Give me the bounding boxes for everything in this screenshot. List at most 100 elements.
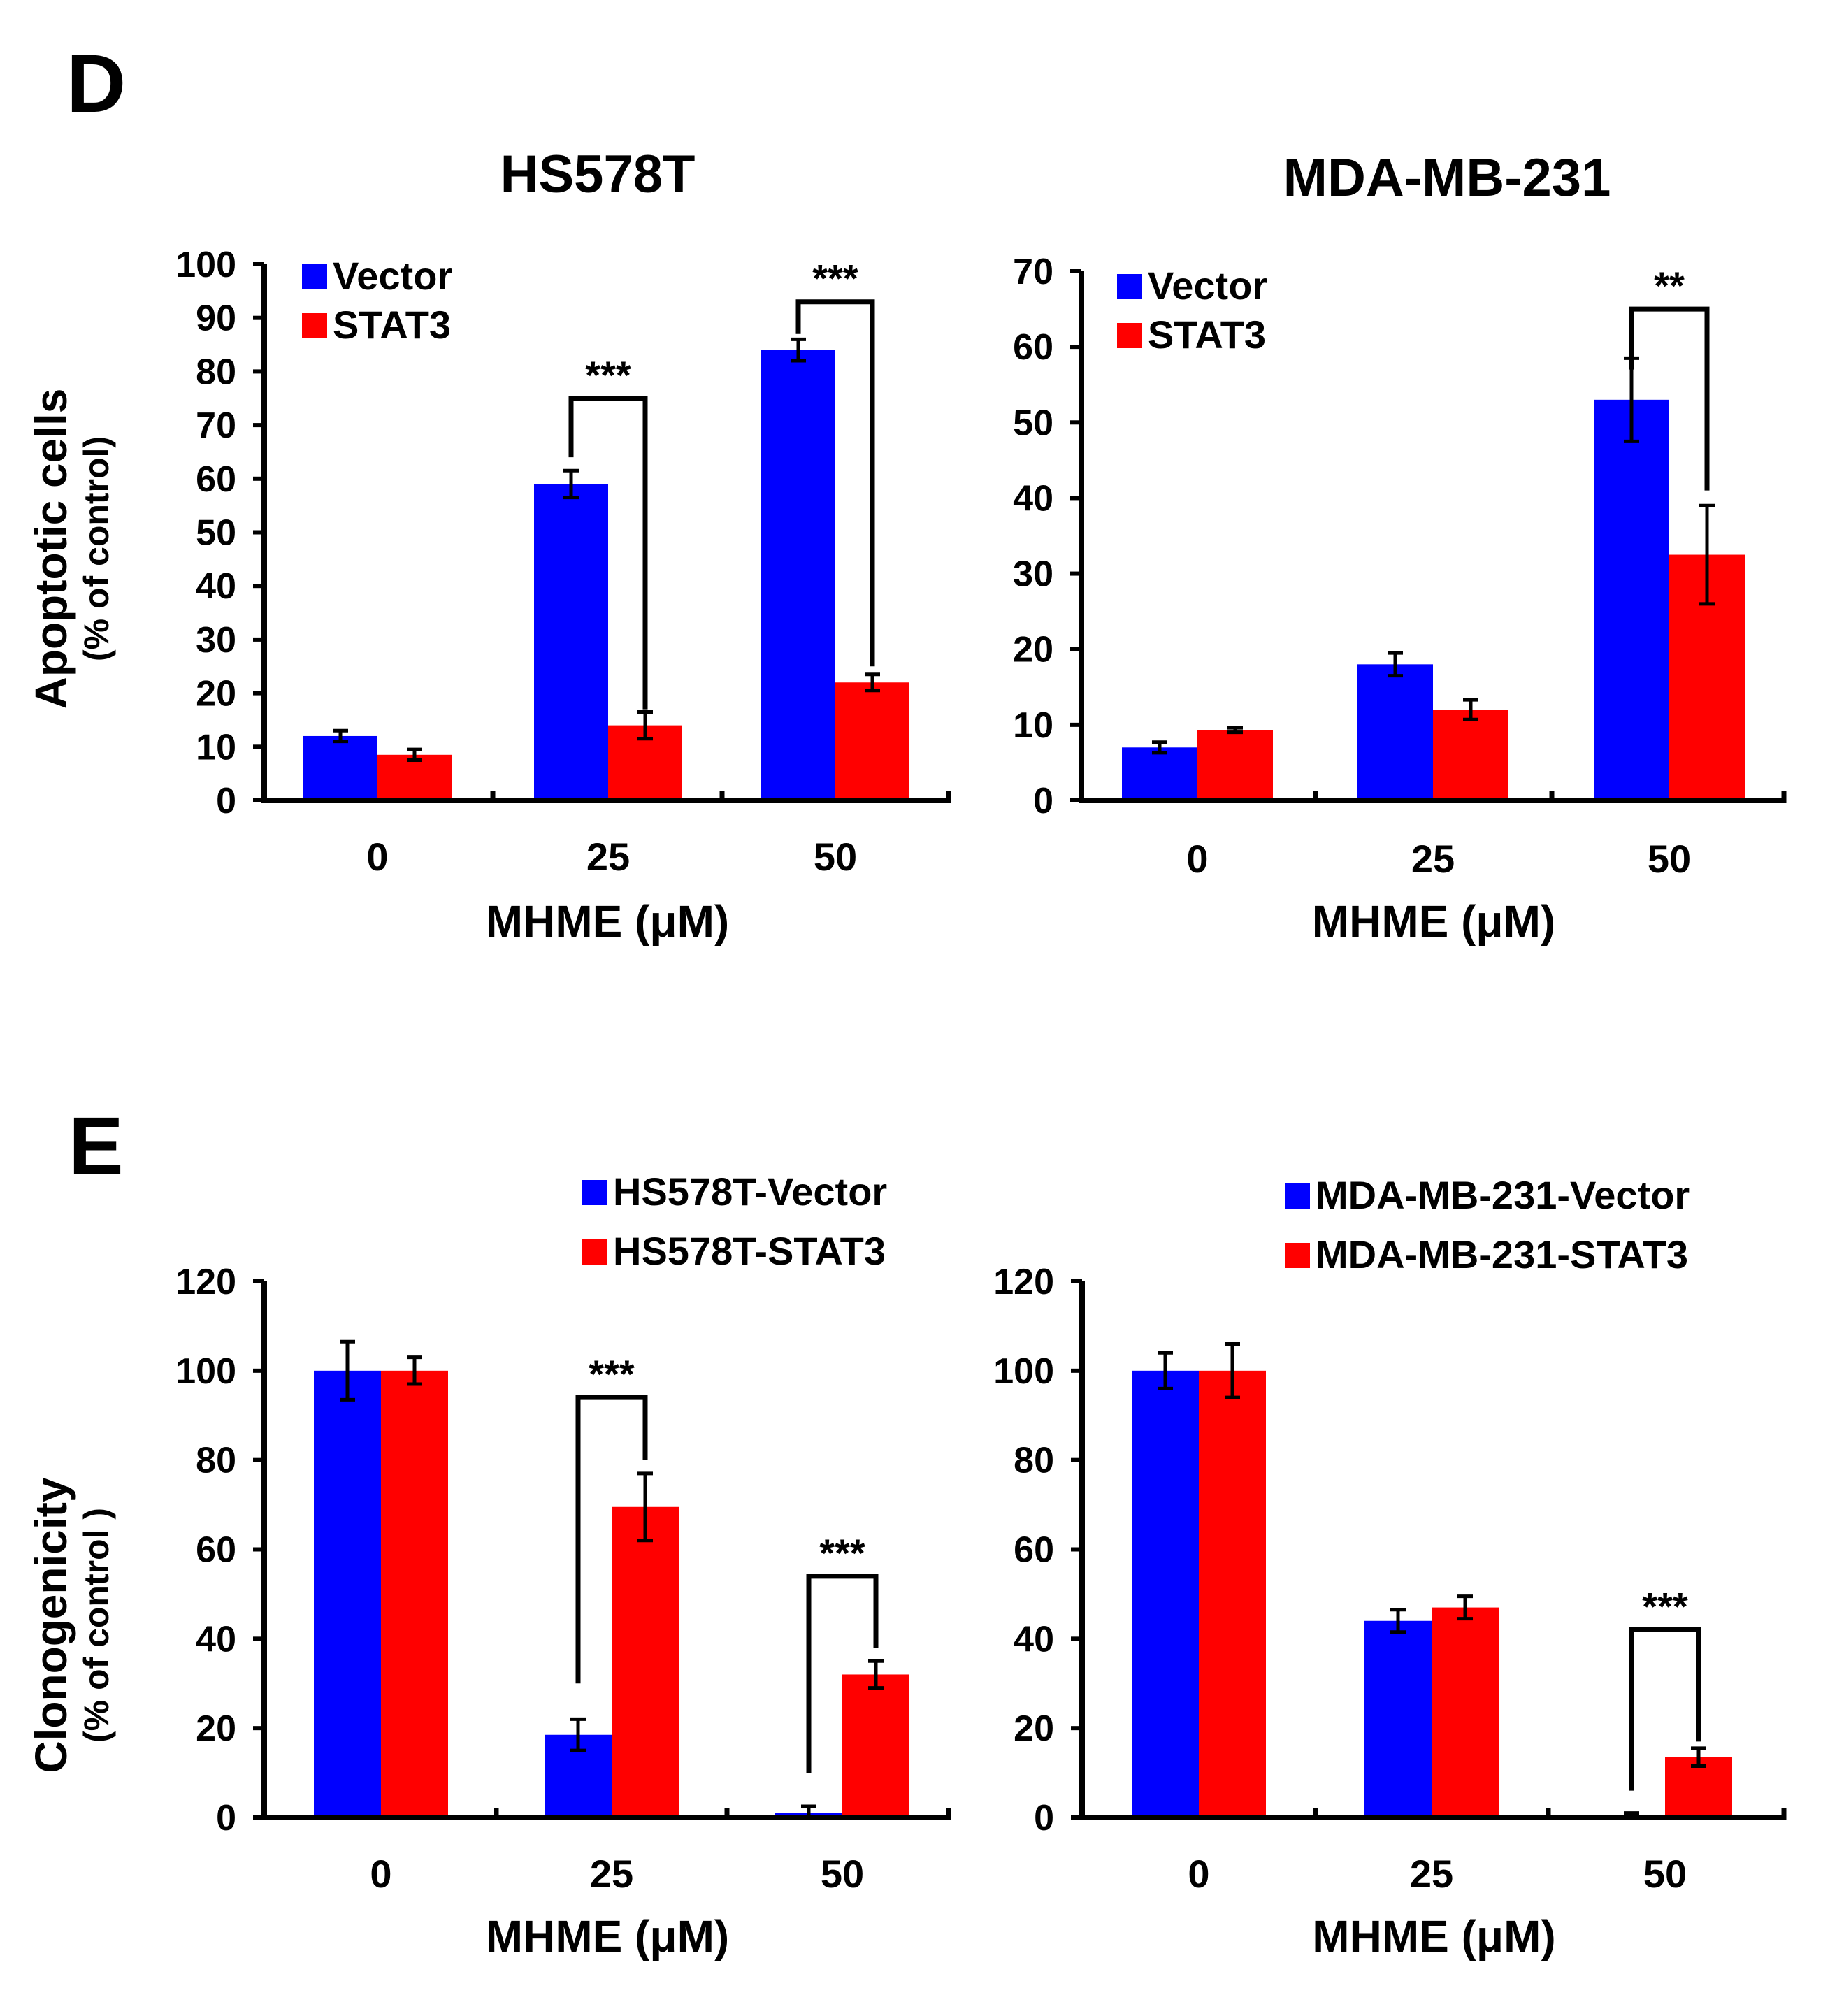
y-tick-label: 90	[196, 298, 236, 339]
legend-swatch	[582, 1239, 607, 1265]
y-tick-label: 100	[993, 1351, 1054, 1392]
x-tick-label: 0	[366, 835, 388, 879]
y-tick-label: 30	[196, 620, 236, 661]
ylabel-d-main: Apoptotic cells	[26, 389, 76, 710]
y-tick-label: 80	[196, 1441, 236, 1481]
significance-bracket	[1629, 1627, 1701, 1791]
bar-vector-0	[303, 735, 377, 800]
y-tick-label: 20	[1014, 1708, 1054, 1749]
y-tick-label: 50	[196, 513, 236, 554]
bar-mda-mb-231-stat3-25	[1432, 1607, 1499, 1817]
y-tick-label: 60	[196, 1530, 236, 1571]
bar-vector-50	[1594, 399, 1669, 800]
x-axis-label: MHME (μM)	[1312, 896, 1555, 946]
bar-stat3-25	[1433, 710, 1508, 800]
x-tick-label: 50	[821, 1852, 864, 1896]
panel-letter-e: E	[69, 1100, 124, 1193]
bar-mda-mb-231-stat3-0	[1199, 1370, 1266, 1817]
bar-hs578t-stat3-25	[612, 1506, 679, 1817]
y-tick-label: 60	[196, 459, 236, 500]
x-tick-label: 0	[370, 1852, 391, 1896]
y-tick-label: 0	[216, 1798, 236, 1838]
x-axis-label: MHME (μM)	[1312, 1911, 1555, 1961]
y-tick-label: 60	[1014, 1530, 1054, 1571]
bar-vector-25	[534, 484, 608, 800]
y-tick-label: 40	[1014, 1619, 1054, 1659]
legend-swatch	[582, 1180, 607, 1205]
x-tick-label: 25	[586, 835, 630, 879]
legend-label: Vector	[333, 254, 452, 298]
legend-swatch	[302, 264, 327, 289]
x-axis-label: MHME (μM)	[486, 896, 729, 946]
chart-title: MDA-MB-231	[1283, 148, 1611, 208]
chart-e-mdamb231: 0 20 40 60 80 100 120 0 25 50 MHME (μM) MDA-MB-231-…	[993, 1173, 1787, 1961]
x-tick-label: 50	[1643, 1852, 1687, 1896]
ylabel-panel-d: Apoptotic cells (% of control)	[26, 389, 116, 710]
significance-label: ***	[585, 353, 631, 397]
significance-bracket	[806, 1574, 879, 1773]
chart-e-hs578t: 0 20 40 60 80 100 120 0 25 50 MHME (μM) HS578T-Vect…	[175, 1169, 951, 1961]
bar-vector-25	[1357, 664, 1433, 800]
y-tick-label: 80	[196, 352, 236, 392]
y-tick-label: 60	[1013, 327, 1053, 368]
significance-label: ***	[1642, 1585, 1688, 1629]
y-tick-label: 50	[1013, 403, 1053, 443]
y-tick-label: 80	[1014, 1441, 1054, 1481]
x-tick-label: 50	[1648, 837, 1691, 881]
y-tick-label: 20	[196, 1708, 236, 1749]
bar-stat3-50	[835, 682, 909, 800]
significance-bracket	[795, 299, 875, 667]
y-tick-label: 20	[1013, 630, 1053, 670]
ylabel-e-main: Clonogenicity	[26, 1477, 76, 1773]
panel-letter-d: D	[66, 38, 126, 130]
legend-swatch	[1285, 1243, 1310, 1268]
y-tick-label: 30	[1013, 554, 1053, 595]
legend-swatch	[302, 313, 327, 338]
y-tick-label: 0	[1033, 781, 1053, 821]
bar-vector-50	[761, 350, 835, 801]
y-tick-label: 20	[196, 674, 236, 714]
legend-swatch	[1117, 274, 1142, 299]
y-tick-label: 120	[993, 1262, 1054, 1302]
legend-swatch	[1285, 1183, 1310, 1209]
ylabel-panel-e: Clonogenicity (% of control )	[26, 1477, 116, 1773]
legend-label: MDA-MB-231-STAT3	[1316, 1232, 1688, 1276]
x-tick-label: 50	[814, 835, 857, 879]
x-tick-label: 25	[590, 1852, 633, 1896]
legend-label: Vector	[1148, 264, 1267, 308]
y-tick-label: 70	[196, 405, 236, 446]
bar-hs578t-stat3-50	[842, 1674, 909, 1817]
legend-label: STAT3	[1148, 312, 1266, 357]
significance-label: ***	[589, 1352, 635, 1396]
x-tick-label: 25	[1411, 837, 1455, 881]
significance-bracket	[1629, 306, 1710, 491]
bar-stat3-0	[1197, 730, 1273, 800]
y-tick-label: 0	[1034, 1798, 1054, 1838]
y-tick-label: 40	[1013, 478, 1053, 519]
x-tick-label: 0	[1188, 1852, 1209, 1896]
y-tick-label: 100	[175, 1351, 236, 1392]
y-tick-label: 40	[196, 1619, 236, 1659]
significance-label: ***	[812, 257, 858, 301]
y-tick-label: 120	[175, 1262, 236, 1302]
legend-swatch	[1117, 323, 1142, 348]
significance-bracket	[575, 1395, 648, 1684]
x-tick-label: 0	[1186, 837, 1208, 881]
bar-hs578t-stat3-0	[381, 1370, 448, 1817]
bar-vector-0	[1122, 747, 1197, 800]
y-tick-label: 0	[216, 781, 236, 821]
x-axis-label: MHME (μM)	[486, 1911, 729, 1961]
x-tick-label: 25	[1410, 1852, 1453, 1896]
y-tick-label: 40	[196, 566, 236, 607]
y-tick-label: 10	[196, 727, 236, 768]
ylabel-d-sub: (% of control)	[77, 436, 116, 661]
chart-d-hs578t: HS578T 0 10 20 30 40 50 60 70 80 90 100 0 25 50 MHME (μ…	[175, 145, 951, 946]
significance-label: **	[1654, 264, 1685, 308]
ylabel-e-sub: (% of control )	[77, 1508, 116, 1743]
y-tick-label: 100	[175, 245, 236, 285]
bar-mda-mb-231-vector-0	[1132, 1370, 1199, 1817]
legend-label: STAT3	[333, 303, 451, 347]
chart-title: HS578T	[500, 145, 696, 204]
bar-hs578t-vector-0	[314, 1370, 381, 1817]
